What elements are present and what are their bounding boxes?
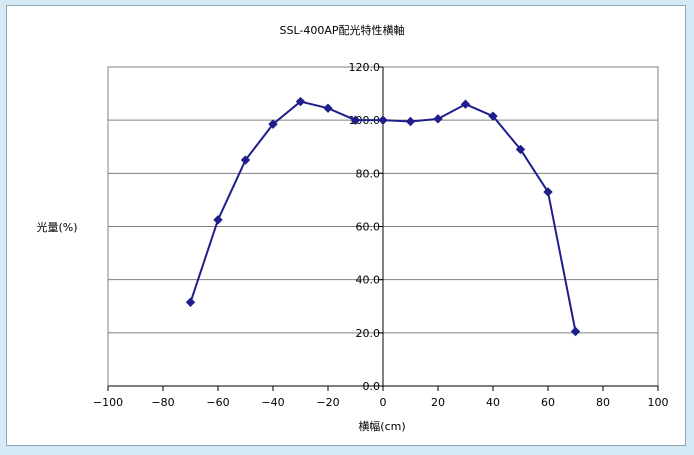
- data-point-0-9: [433, 114, 443, 124]
- chart-svg: SSL-400AP配光特性横軸 光量(%) 横幅(cm) −100 −80 −60−…: [36, 23, 669, 433]
- data-point-0-7: [378, 115, 388, 125]
- x-tick-label-3: −40: [261, 396, 284, 409]
- y-tick-label-1: 20.0: [356, 327, 381, 340]
- data-point-0-5: [323, 103, 333, 113]
- data-point-0-4: [295, 96, 306, 107]
- data-point-0-6: [350, 115, 361, 125]
- x-tick-label-9: 80: [596, 396, 610, 409]
- chart-title: SSL-400AP配光特性横軸: [279, 23, 404, 37]
- data-point-0-1: [213, 215, 223, 225]
- y-axis-label: 光量(%): [36, 220, 77, 234]
- x-tick-label-8: 60: [541, 396, 555, 409]
- data-point-0-14: [570, 326, 581, 337]
- y-tick-label-6: 120.0: [349, 61, 381, 74]
- data-point-0-12: [515, 144, 526, 155]
- y-tick-label-2: 40.0: [356, 274, 381, 287]
- data-point-0-11: [488, 111, 498, 121]
- y-tick-label-0: 0.0: [363, 380, 381, 393]
- x-tick-label-0: −100: [93, 396, 123, 409]
- x-tick-label-4: −20: [316, 396, 339, 409]
- x-tick-label-7: 40: [486, 396, 500, 409]
- x-tick-label-2: −60: [206, 396, 229, 409]
- x-axis-ticks: −100 −80 −60 −40 −20 0 20 40 60 80 100: [93, 386, 669, 409]
- data-point-0-2: [240, 155, 251, 165]
- x-tick-label-5: 0: [380, 396, 387, 409]
- y-tick-label-3: 60.0: [356, 221, 381, 234]
- chart-frame: SSL-400AP配光特性横軸 光量(%) 横幅(cm) −100 −80 −60−…: [6, 5, 686, 446]
- y-tick-label-4: 80.0: [356, 167, 381, 180]
- data-point-0-10: [460, 99, 471, 109]
- x-tick-label-1: −80: [151, 396, 174, 409]
- x-tick-label-10: 100: [648, 396, 669, 409]
- data-point-0-3: [268, 119, 278, 129]
- x-axis-label: 横幅(cm): [358, 419, 405, 433]
- series-layer: [185, 96, 581, 337]
- data-point-0-8: [405, 116, 416, 127]
- x-tick-label-6: 20: [431, 396, 445, 409]
- data-point-0-0: [185, 297, 196, 307]
- data-point-0-13: [543, 187, 553, 197]
